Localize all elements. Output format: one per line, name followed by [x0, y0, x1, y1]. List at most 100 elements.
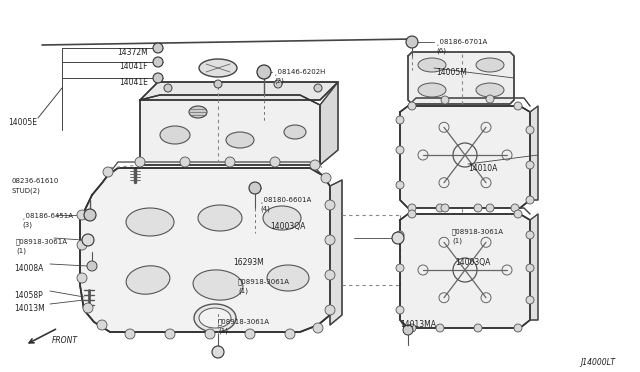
Circle shape	[245, 329, 255, 339]
Polygon shape	[330, 180, 342, 325]
Text: FRONT: FRONT	[52, 336, 78, 345]
Text: (4): (4)	[260, 206, 270, 212]
Circle shape	[526, 161, 534, 169]
Circle shape	[526, 196, 534, 204]
Circle shape	[82, 234, 94, 246]
Polygon shape	[320, 82, 338, 165]
Text: ¸08186-6701A: ¸08186-6701A	[436, 38, 487, 45]
Circle shape	[249, 182, 261, 194]
Ellipse shape	[476, 83, 504, 97]
Circle shape	[441, 96, 449, 104]
Ellipse shape	[199, 308, 231, 328]
Circle shape	[153, 73, 163, 83]
Ellipse shape	[126, 208, 174, 236]
Text: 14008A: 14008A	[14, 264, 44, 273]
Text: 14013M: 14013M	[14, 304, 45, 313]
Text: (6): (6)	[436, 48, 446, 55]
Circle shape	[526, 126, 534, 134]
Circle shape	[396, 116, 404, 124]
Ellipse shape	[263, 206, 301, 230]
Polygon shape	[530, 106, 538, 200]
Text: Ⓣ08918-3061A: Ⓣ08918-3061A	[218, 318, 270, 325]
Circle shape	[526, 231, 534, 239]
Ellipse shape	[198, 205, 242, 231]
Circle shape	[225, 157, 235, 167]
Circle shape	[408, 210, 416, 218]
Text: Ⓣ08918-3061A: Ⓣ08918-3061A	[16, 238, 68, 245]
Circle shape	[441, 204, 449, 212]
Circle shape	[205, 329, 215, 339]
Circle shape	[270, 157, 280, 167]
Polygon shape	[140, 82, 338, 100]
Text: 14010A: 14010A	[468, 164, 497, 173]
Text: ¸08180-6601A: ¸08180-6601A	[260, 196, 311, 203]
Circle shape	[325, 305, 335, 315]
Circle shape	[396, 264, 404, 272]
Text: (1): (1)	[218, 328, 228, 334]
Circle shape	[474, 204, 482, 212]
Text: ¸08146-6202H: ¸08146-6202H	[274, 68, 325, 75]
Circle shape	[511, 204, 519, 212]
Ellipse shape	[418, 83, 446, 97]
Text: J14000LT: J14000LT	[580, 358, 615, 367]
Circle shape	[77, 240, 87, 250]
Circle shape	[396, 181, 404, 189]
Circle shape	[153, 43, 163, 53]
Ellipse shape	[189, 106, 207, 118]
Circle shape	[87, 261, 97, 271]
Polygon shape	[80, 168, 330, 332]
Circle shape	[474, 324, 482, 332]
Circle shape	[325, 235, 335, 245]
Circle shape	[325, 200, 335, 210]
Ellipse shape	[194, 304, 236, 332]
Polygon shape	[408, 52, 514, 104]
Ellipse shape	[267, 265, 309, 291]
Circle shape	[392, 232, 404, 244]
Polygon shape	[400, 106, 530, 208]
Text: 14005E: 14005E	[8, 118, 37, 127]
Ellipse shape	[193, 270, 243, 300]
Circle shape	[514, 324, 522, 332]
Text: STUD(2): STUD(2)	[12, 188, 41, 195]
Circle shape	[83, 303, 93, 313]
Circle shape	[325, 270, 335, 280]
Ellipse shape	[284, 125, 306, 139]
Text: (2): (2)	[274, 78, 284, 84]
Circle shape	[406, 36, 418, 48]
Circle shape	[165, 329, 175, 339]
Circle shape	[135, 157, 145, 167]
Polygon shape	[530, 214, 538, 320]
Circle shape	[212, 346, 224, 358]
Text: 14372M: 14372M	[117, 48, 148, 57]
Text: 08236-61610: 08236-61610	[12, 178, 60, 184]
Polygon shape	[400, 214, 530, 328]
Circle shape	[103, 167, 113, 177]
Circle shape	[257, 65, 271, 79]
Circle shape	[321, 173, 331, 183]
Text: 14041F: 14041F	[120, 62, 148, 71]
Text: 14058P: 14058P	[14, 291, 43, 300]
Text: Ⓣ08918-3061A: Ⓣ08918-3061A	[452, 228, 504, 235]
Text: 14013MA: 14013MA	[400, 320, 436, 329]
Circle shape	[408, 324, 416, 332]
Text: 16293M: 16293M	[233, 258, 264, 267]
Circle shape	[77, 273, 87, 283]
Text: ¸08186-6451A: ¸08186-6451A	[22, 212, 73, 219]
Circle shape	[274, 80, 282, 88]
Polygon shape	[140, 95, 320, 165]
Ellipse shape	[160, 126, 190, 144]
Ellipse shape	[226, 132, 254, 148]
Circle shape	[153, 57, 163, 67]
Circle shape	[436, 204, 444, 212]
Text: Ⓣ08918-3061A: Ⓣ08918-3061A	[238, 278, 290, 285]
Circle shape	[408, 204, 416, 212]
Text: (1): (1)	[238, 288, 248, 295]
Circle shape	[97, 320, 107, 330]
Circle shape	[436, 324, 444, 332]
Circle shape	[285, 329, 295, 339]
Circle shape	[396, 306, 404, 314]
Circle shape	[77, 210, 87, 220]
Circle shape	[408, 102, 416, 110]
Circle shape	[180, 157, 190, 167]
Text: 14003QA: 14003QA	[455, 258, 490, 267]
